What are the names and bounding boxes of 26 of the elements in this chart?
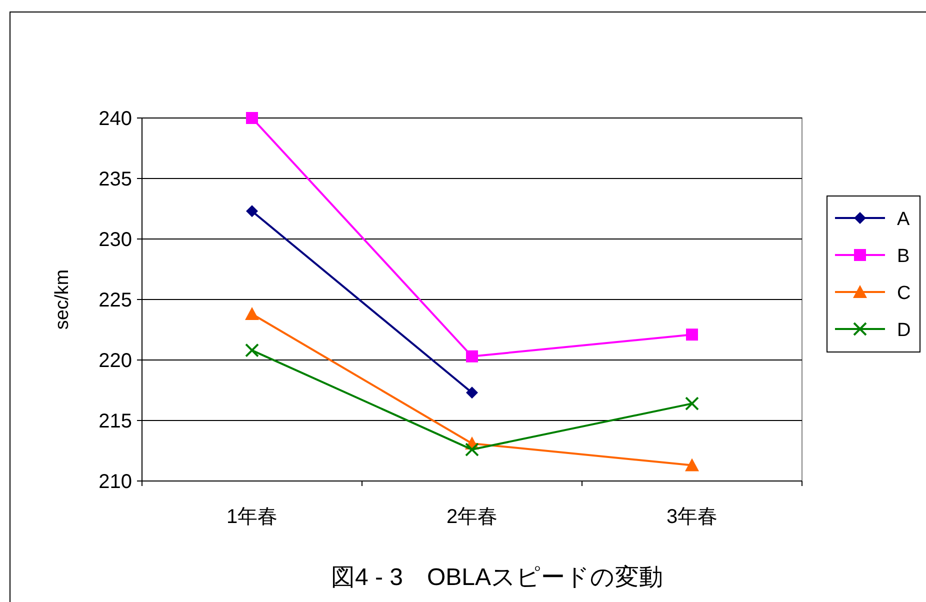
point [246,112,258,124]
point [466,350,478,362]
point [685,458,699,472]
point [246,205,258,218]
y-tick-label: 235 [98,168,132,190]
y-tick-label: 210 [98,471,132,493]
y-tick-label: 225 [98,290,132,312]
legend-label: A [897,209,910,230]
point [245,307,259,320]
y-tick-label: 240 [98,108,132,130]
y-tick-label: 220 [98,350,132,372]
x-tick-label: 2年春 [446,506,498,528]
x-tick-label: 3年春 [666,506,718,528]
x-tick-label: 1年春 [226,506,278,528]
y-tick-label: 230 [98,229,132,251]
point [465,442,479,457]
legend-label: D [897,320,911,341]
text: 図4 - 3 OBLAスピードの変動 [330,564,664,591]
point [245,343,259,358]
y-tick-label: 215 [98,410,132,432]
legend-label: C [897,283,911,304]
point [686,328,698,341]
legend-label: B [897,246,910,267]
point [466,386,478,399]
y-axis-title: sec/km [52,269,73,330]
point [685,396,699,411]
